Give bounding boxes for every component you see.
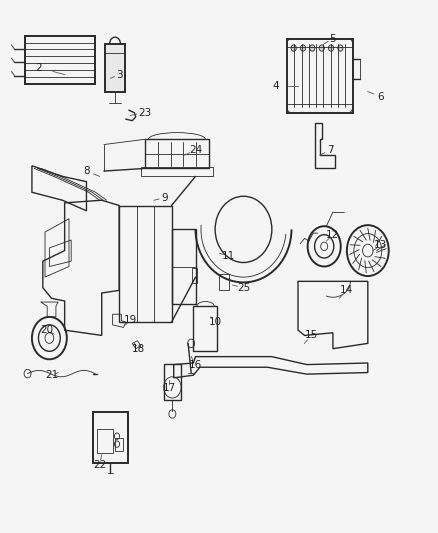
Text: 24: 24: [188, 145, 201, 155]
Bar: [105, 44, 124, 92]
Text: 17: 17: [162, 383, 176, 393]
Bar: [219, 274, 229, 290]
Text: 11: 11: [221, 251, 234, 261]
Text: 3: 3: [116, 70, 122, 79]
Bar: [119, 206, 171, 322]
Text: 20: 20: [41, 325, 53, 335]
Circle shape: [290, 45, 296, 51]
Bar: [164, 364, 180, 400]
Bar: [193, 306, 217, 351]
Circle shape: [300, 45, 305, 51]
Text: 7: 7: [327, 145, 333, 155]
Bar: [115, 438, 122, 451]
Bar: [145, 139, 208, 168]
Text: 12: 12: [325, 230, 339, 240]
Circle shape: [328, 45, 333, 51]
Circle shape: [337, 45, 342, 51]
Text: 2: 2: [35, 63, 42, 72]
Text: 19: 19: [123, 314, 136, 325]
Bar: [97, 429, 113, 453]
Text: 21: 21: [45, 370, 58, 380]
Text: 6: 6: [377, 92, 383, 102]
Text: 14: 14: [339, 285, 352, 295]
Text: 10: 10: [208, 317, 221, 327]
Circle shape: [309, 45, 314, 51]
Bar: [25, 36, 95, 84]
Bar: [93, 413, 127, 463]
Text: 16: 16: [188, 360, 201, 369]
Text: 5: 5: [329, 34, 336, 44]
Text: 4: 4: [272, 81, 278, 91]
Text: 9: 9: [161, 192, 168, 203]
Text: 15: 15: [304, 330, 317, 341]
Text: 8: 8: [83, 166, 89, 176]
Text: 18: 18: [132, 344, 145, 354]
Bar: [286, 38, 352, 113]
Circle shape: [318, 45, 324, 51]
Text: 23: 23: [138, 108, 152, 118]
Text: 22: 22: [93, 461, 106, 470]
Bar: [141, 167, 212, 176]
Bar: [171, 229, 195, 304]
Text: 13: 13: [374, 240, 387, 251]
Bar: [191, 268, 197, 284]
Text: 25: 25: [237, 282, 250, 293]
